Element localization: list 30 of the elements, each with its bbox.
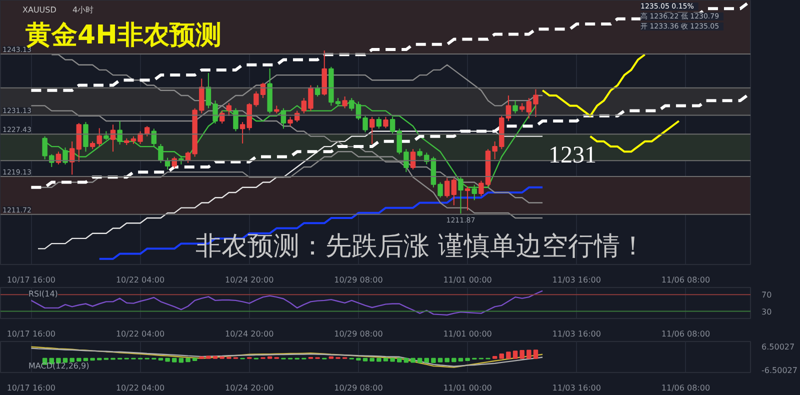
y-tick-label: -6.50027	[762, 366, 798, 375]
x-tick-label: 11/01 00:00	[443, 384, 492, 392]
x-tick-label: 10/29 08:00	[334, 276, 383, 284]
annotation: RSI(14)	[28, 290, 58, 298]
x-tick-label: 10/29 08:00	[334, 330, 383, 338]
annotation: XAUUSD	[22, 6, 56, 14]
annotation: 1231	[548, 142, 596, 168]
x-tick-label: 11/03 16:00	[552, 384, 601, 392]
x-tick-label: 10/17 16:00	[6, 330, 56, 338]
x-tick-label: 11/01 00:00	[443, 330, 492, 338]
y-tick-label: 70	[762, 290, 772, 300]
x-tick-label: 10/17 16:00	[6, 276, 56, 284]
x-tick-label: 11/01 00:00	[443, 276, 492, 284]
x-tick-label: 11/06 08:00	[661, 330, 710, 338]
x-tick-label: 10/17 16:00	[6, 384, 56, 392]
y-tick-label: 30	[762, 307, 772, 316]
x-tick-label: 10/22 04:00	[116, 384, 165, 392]
x-tick-label: 11/06 08:00	[661, 384, 710, 392]
x-tick-label: 11/06 08:00	[661, 276, 710, 284]
y-tick-label: 6.50027	[762, 342, 795, 352]
x-tick-label: 11/03 16:00	[552, 276, 601, 284]
x-tick-label: 10/24 20:00	[225, 276, 274, 284]
x-tick-label: 10/29 08:00	[334, 384, 383, 392]
annotation: 4小时	[72, 6, 94, 14]
x-tick-label: 10/22 04:00	[116, 276, 165, 284]
x-tick-label: 10/24 20:00	[225, 384, 274, 392]
x-tick-label: 10/24 20:00	[225, 330, 274, 338]
x-tick-label: 11/03 16:00	[552, 330, 601, 338]
annotation: MACD(12,26,9)	[28, 362, 90, 370]
x-tick-label: 10/22 04:00	[116, 330, 165, 338]
